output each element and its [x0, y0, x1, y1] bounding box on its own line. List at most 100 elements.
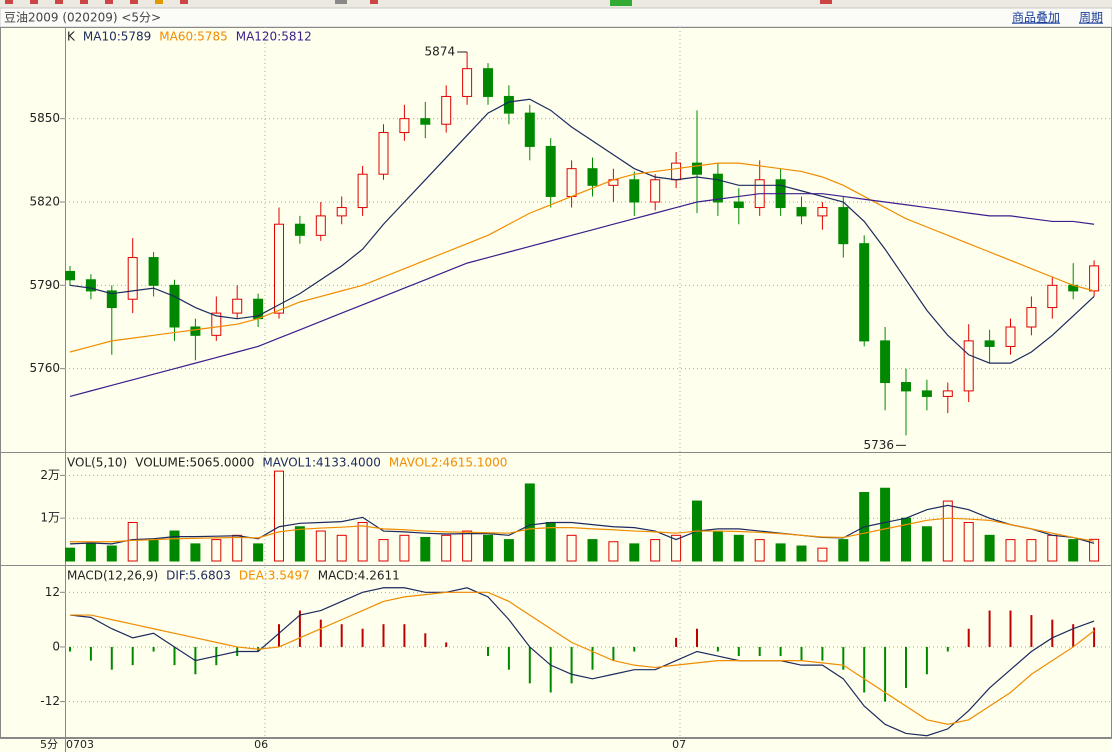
overlay-link[interactable]: 商品叠加 — [1012, 10, 1060, 25]
x-tick-label: 07 — [672, 738, 686, 751]
candle-body — [712, 173, 723, 203]
volume-bar — [921, 526, 932, 562]
extreme-label: 5736 — [863, 438, 894, 452]
y-tick-label: -12 — [40, 694, 60, 708]
candle-body — [294, 223, 305, 236]
candle-body — [106, 290, 117, 309]
volume-bar — [712, 530, 723, 562]
legend-entry: MA120:5812 — [236, 30, 312, 44]
candle-body — [880, 340, 891, 384]
volume-bar — [253, 543, 264, 562]
legend-entry: MA60:5785 — [159, 30, 227, 44]
y-tick-label: 0 — [52, 639, 60, 653]
legend-entry: MAVOL1:4133.4000 — [262, 456, 381, 470]
volume-bar — [671, 534, 682, 562]
candle-body — [169, 284, 180, 328]
legend-entry: MACD:4.2611 — [318, 569, 400, 583]
y-tick-label: 5790 — [29, 278, 60, 292]
candle-body — [1047, 284, 1058, 309]
candle-body — [211, 312, 222, 336]
volume-bar — [336, 534, 347, 562]
volume-bar — [963, 521, 974, 562]
candle-body — [357, 173, 368, 209]
legend-entry: VOL(5,10) — [67, 456, 127, 470]
volume-bar — [754, 539, 765, 562]
volume-bar — [274, 470, 284, 562]
volume-bar — [775, 543, 786, 562]
volume-bar — [357, 521, 368, 562]
volume-bar — [441, 534, 452, 562]
volume-bar — [462, 530, 473, 562]
candle-body — [838, 207, 849, 245]
volume-bar — [1026, 539, 1037, 562]
candle-body — [315, 215, 326, 236]
candle-body — [629, 179, 640, 203]
indicator-line — [69, 504, 1095, 545]
extreme-label: 5874 — [425, 45, 456, 59]
y-tick-label: 2万 — [40, 468, 60, 482]
candle-body — [420, 118, 431, 125]
indicator-line — [70, 517, 1095, 543]
volume-bar — [566, 534, 577, 562]
indicator-line — [70, 591, 1095, 725]
y-tick-label: 1万 — [40, 511, 60, 525]
volume-bar — [148, 539, 159, 562]
candle-body — [503, 95, 514, 114]
candle-body — [901, 382, 911, 392]
volume-bar — [817, 547, 828, 562]
y-tick-label: 5760 — [29, 361, 60, 375]
candle-body — [859, 243, 870, 342]
volume-bar — [483, 534, 493, 562]
legend-entry: MA10:5789 — [83, 30, 151, 44]
volume-bar — [880, 487, 891, 562]
candle-body — [587, 168, 598, 186]
y-tick-label: 5820 — [29, 195, 60, 209]
legend-entry: MACD(12,26,9) — [67, 569, 158, 583]
candle-body — [796, 207, 807, 217]
indicator-line — [69, 162, 1095, 353]
volume-bar — [1068, 539, 1079, 562]
candle-body — [524, 112, 535, 147]
candle-body — [127, 257, 138, 300]
volume-bar — [796, 545, 807, 562]
candle-body — [274, 223, 284, 314]
volume-bar — [503, 539, 514, 562]
volume-bar — [608, 541, 619, 562]
candle-body — [336, 207, 347, 217]
candle-body — [984, 340, 995, 347]
volume-bar — [315, 530, 326, 562]
candle-body — [148, 257, 159, 286]
toolbar — [0, 0, 1112, 8]
volume-bar — [232, 534, 243, 562]
candle-body — [232, 298, 243, 314]
candle-body — [462, 68, 473, 97]
candle-body — [545, 145, 556, 197]
indicator-line — [69, 193, 1095, 398]
candle-body — [963, 340, 974, 392]
volume-bar — [127, 521, 138, 562]
volume-bar — [733, 534, 744, 562]
volume-bar — [294, 526, 305, 562]
candle-body — [378, 132, 389, 175]
period-link[interactable]: 周期 — [1079, 11, 1103, 25]
candle-body — [399, 118, 410, 134]
period-label: 5分 — [40, 738, 58, 751]
candle-body — [1026, 307, 1037, 328]
candle-body — [566, 168, 577, 197]
volume-bar — [942, 500, 953, 562]
volume-bar — [629, 543, 640, 562]
candle-body — [1089, 265, 1100, 292]
x-tick-label: 0703 — [66, 738, 94, 751]
volume-bar — [106, 545, 117, 562]
volume-bar — [169, 530, 180, 562]
toolbar-icons — [5, 0, 832, 6]
candle-body — [671, 162, 682, 181]
legend-entry: DIF:5.6803 — [166, 569, 231, 583]
volume-bar — [650, 539, 661, 562]
volume-bar — [211, 539, 222, 562]
y-tick-label: 12 — [45, 585, 60, 599]
volume-bar — [65, 547, 75, 562]
